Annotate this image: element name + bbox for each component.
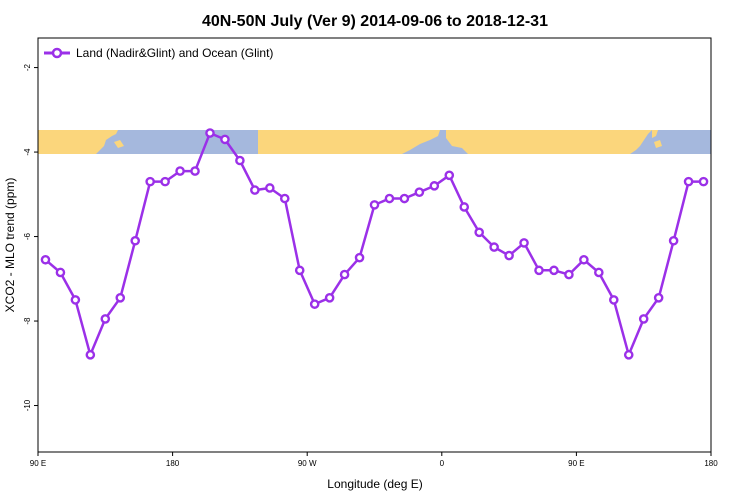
map-land-asia xyxy=(38,130,112,154)
data-point xyxy=(698,176,709,187)
data-point xyxy=(160,176,170,187)
legend-label: Land (Nadir&Glint) and Ocean (Glint) xyxy=(76,46,273,60)
data-point xyxy=(145,176,155,187)
data-point xyxy=(444,170,455,181)
map-land-europe-coast xyxy=(462,140,500,150)
x-tick-label: 180 xyxy=(704,459,718,468)
data-point xyxy=(55,267,66,278)
legend: Land (Nadir&Glint) and Ocean (Glint) xyxy=(44,46,273,60)
data-point xyxy=(339,269,350,280)
data-point xyxy=(519,238,529,248)
data-point xyxy=(40,254,51,265)
x-tick-label: 90 E xyxy=(30,459,46,468)
data-point xyxy=(564,269,574,280)
data-point xyxy=(414,187,425,197)
data-point xyxy=(489,242,499,252)
x-axis: 90 E 180 90 W 0 90 E 180 xyxy=(30,452,718,468)
data-point xyxy=(384,193,395,204)
data-point xyxy=(235,155,245,166)
data-point xyxy=(504,250,514,261)
y-tick-label: -6 xyxy=(23,232,32,240)
map-land-europe-asia xyxy=(446,130,652,154)
map-land-asia-coast xyxy=(112,130,124,148)
data-point xyxy=(623,350,634,360)
data-point xyxy=(399,193,410,204)
data-point xyxy=(594,267,604,278)
data-point xyxy=(220,134,230,145)
data-point xyxy=(668,235,679,246)
y-axis: -2 -4 -6 -8 -10 xyxy=(23,63,38,411)
data-point xyxy=(294,265,305,276)
data-point xyxy=(354,252,365,263)
x-tick-label: 90 W xyxy=(298,459,317,468)
map-land-north-america xyxy=(258,130,440,154)
y-tick-label: -4 xyxy=(23,148,32,156)
y-tick-label: -8 xyxy=(23,317,32,325)
world-map-strip xyxy=(38,130,711,154)
data-point xyxy=(175,166,185,176)
data-point xyxy=(324,293,335,303)
data-point xyxy=(369,200,380,210)
data-point xyxy=(579,254,589,265)
data-point xyxy=(474,227,484,238)
data-point xyxy=(265,183,275,193)
x-axis-label: Longitude (deg E) xyxy=(327,477,422,491)
chart-title: 40N-50N July (Ver 9) 2014-09-06 to 2018-… xyxy=(202,13,548,30)
data-point xyxy=(638,314,649,324)
data-point xyxy=(429,181,440,191)
data-point xyxy=(250,185,260,195)
map-land-asia-east-coast xyxy=(652,130,662,148)
y-tick-label: -2 xyxy=(23,63,32,71)
legend-marker xyxy=(51,47,63,59)
data-point xyxy=(85,350,96,360)
data-point xyxy=(653,293,664,303)
data-point xyxy=(190,166,200,176)
data-point xyxy=(459,202,470,212)
x-tick-label: 180 xyxy=(166,459,180,468)
data-point xyxy=(205,128,215,138)
y-tick-label: -10 xyxy=(23,399,32,411)
data-point xyxy=(70,295,81,305)
y-axis-label: XCO2 - MLO trend (ppm) xyxy=(3,178,17,313)
data-point xyxy=(683,176,694,187)
x-tick-label: 90 E xyxy=(568,459,584,468)
data-point xyxy=(549,265,559,276)
data-point xyxy=(534,265,544,276)
data-point xyxy=(279,193,290,204)
plot-frame xyxy=(37,37,712,453)
data-point xyxy=(608,295,619,305)
data-point xyxy=(100,314,111,324)
data-point xyxy=(115,293,126,303)
series-line xyxy=(44,131,704,357)
series-layer xyxy=(40,128,709,360)
data-point xyxy=(130,235,141,246)
data-point xyxy=(309,299,320,309)
x-tick-label: 0 xyxy=(440,459,445,468)
